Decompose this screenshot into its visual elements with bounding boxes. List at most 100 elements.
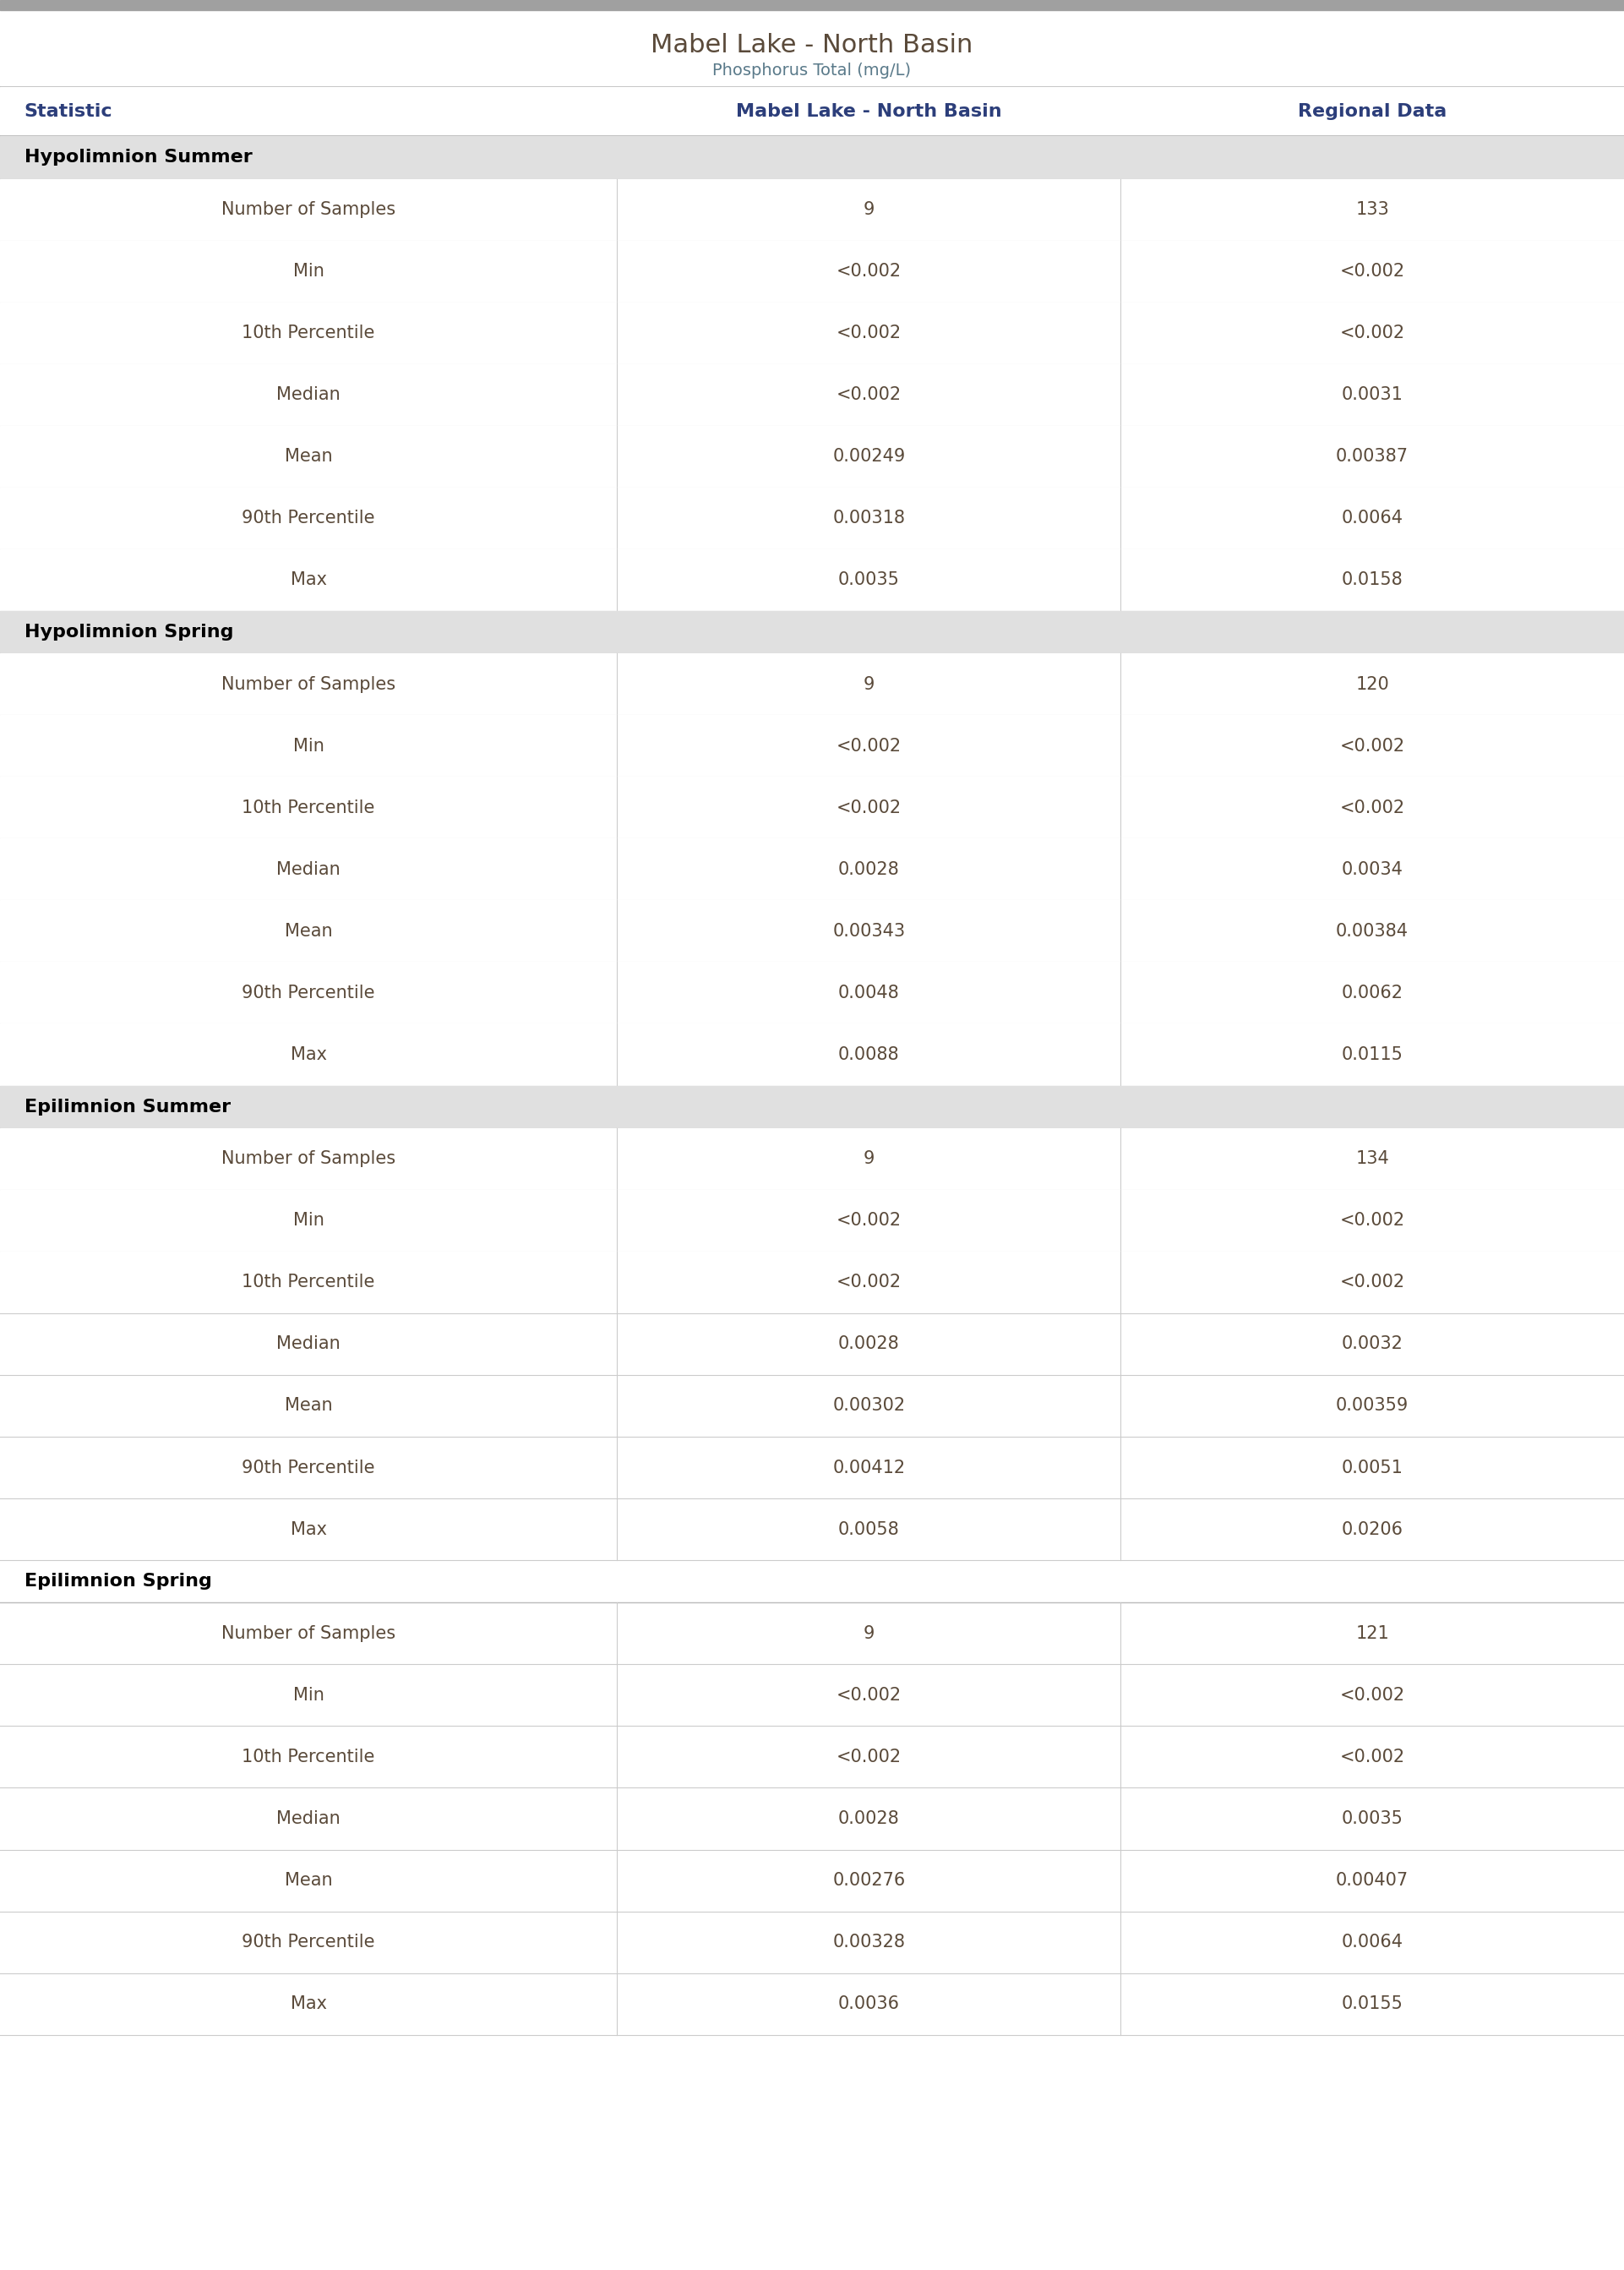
Bar: [0, 838, 1624, 901]
Text: <0.002: <0.002: [836, 1212, 901, 1228]
Text: <0.002: <0.002: [1340, 1748, 1405, 1766]
Bar: [0, 611, 1624, 654]
Text: Mabel Lake - North Basin: Mabel Lake - North Basin: [651, 32, 973, 57]
Bar: [0, 1664, 1624, 1725]
Text: 133: 133: [1356, 202, 1389, 218]
Text: 0.0032: 0.0032: [1341, 1335, 1403, 1353]
Text: 9: 9: [864, 1151, 874, 1167]
Text: 0.00343: 0.00343: [833, 924, 905, 940]
Bar: [0, 89, 1624, 136]
Text: 0.0088: 0.0088: [838, 1046, 900, 1062]
Text: 0.0035: 0.0035: [1341, 1809, 1403, 1827]
Text: Median: Median: [276, 860, 341, 878]
Text: 0.00407: 0.00407: [1337, 1873, 1408, 1889]
Text: Mean: Mean: [284, 1873, 333, 1889]
Text: <0.002: <0.002: [836, 1687, 901, 1705]
Bar: [0, 1437, 1624, 1498]
Text: 134: 134: [1356, 1151, 1389, 1167]
Text: Max: Max: [291, 572, 326, 588]
Text: Max: Max: [291, 1995, 326, 2013]
Text: Regional Data: Regional Data: [1298, 104, 1447, 120]
Bar: [0, 488, 1624, 549]
Text: 0.00328: 0.00328: [833, 1934, 905, 1950]
Bar: [0, 179, 1624, 241]
Text: Number of Samples: Number of Samples: [221, 1625, 396, 1641]
Bar: [0, 427, 1624, 488]
Text: 0.0115: 0.0115: [1341, 1046, 1403, 1062]
Bar: [0, 776, 1624, 838]
Text: 0.0064: 0.0064: [1341, 1934, 1403, 1950]
Text: 0.0028: 0.0028: [838, 860, 900, 878]
Text: Mean: Mean: [284, 1398, 333, 1414]
Text: Mean: Mean: [284, 447, 333, 465]
Text: 0.0062: 0.0062: [1341, 985, 1403, 1001]
Text: <0.002: <0.002: [836, 799, 901, 817]
Text: <0.002: <0.002: [836, 738, 901, 754]
Bar: [0, 549, 1624, 611]
Text: 9: 9: [864, 202, 874, 218]
Text: <0.002: <0.002: [1340, 799, 1405, 817]
Bar: [0, 1973, 1624, 2034]
Bar: [0, 1376, 1624, 1437]
Text: 10th Percentile: 10th Percentile: [242, 1748, 375, 1766]
Text: <0.002: <0.002: [836, 263, 901, 279]
Text: Min: Min: [292, 263, 325, 279]
Text: <0.002: <0.002: [1340, 1687, 1405, 1705]
Bar: [0, 1314, 1624, 1376]
Text: Epilimnion Spring: Epilimnion Spring: [24, 1573, 211, 1589]
Text: 120: 120: [1356, 676, 1389, 692]
Text: 0.0028: 0.0028: [838, 1809, 900, 1827]
Text: Epilimnion Summer: Epilimnion Summer: [24, 1099, 231, 1115]
Text: <0.002: <0.002: [836, 386, 901, 404]
Text: Mean: Mean: [284, 924, 333, 940]
Text: 90th Percentile: 90th Percentile: [242, 985, 375, 1001]
Text: Hypolimnion Spring: Hypolimnion Spring: [24, 624, 234, 640]
Bar: [0, 0, 1624, 11]
Text: Statistic: Statistic: [24, 104, 112, 120]
Text: 9: 9: [864, 1625, 874, 1641]
Text: 90th Percentile: 90th Percentile: [242, 511, 375, 527]
Text: Max: Max: [291, 1046, 326, 1062]
Text: 0.0158: 0.0158: [1341, 572, 1403, 588]
Bar: [0, 1189, 1624, 1251]
Text: 0.0064: 0.0064: [1341, 511, 1403, 527]
Bar: [0, 1251, 1624, 1314]
Text: Max: Max: [291, 1521, 326, 1537]
Text: <0.002: <0.002: [1340, 263, 1405, 279]
Bar: [0, 1559, 1624, 1603]
Bar: [0, 962, 1624, 1024]
Bar: [0, 241, 1624, 302]
Bar: [0, 302, 1624, 363]
Text: Median: Median: [276, 1809, 341, 1827]
Text: Mabel Lake - North Basin: Mabel Lake - North Basin: [736, 104, 1002, 120]
Text: 0.00302: 0.00302: [833, 1398, 905, 1414]
Text: Median: Median: [276, 1335, 341, 1353]
Text: <0.002: <0.002: [1340, 738, 1405, 754]
Text: <0.002: <0.002: [836, 1748, 901, 1766]
Bar: [0, 654, 1624, 715]
Text: 0.0028: 0.0028: [838, 1335, 900, 1353]
Text: 0.00318: 0.00318: [833, 511, 905, 527]
Bar: [0, 1911, 1624, 1973]
Text: Number of Samples: Number of Samples: [221, 1151, 396, 1167]
Text: 0.00384: 0.00384: [1337, 924, 1408, 940]
Text: <0.002: <0.002: [1340, 1212, 1405, 1228]
Text: 90th Percentile: 90th Percentile: [242, 1934, 375, 1950]
Text: <0.002: <0.002: [1340, 1273, 1405, 1292]
Text: Phosphorus Total (mg/L): Phosphorus Total (mg/L): [713, 64, 911, 79]
Bar: [0, 1850, 1624, 1911]
Text: Median: Median: [276, 386, 341, 404]
Bar: [0, 363, 1624, 427]
Text: 0.00359: 0.00359: [1337, 1398, 1408, 1414]
Text: 0.0051: 0.0051: [1341, 1460, 1403, 1476]
Text: 0.00276: 0.00276: [833, 1873, 905, 1889]
Text: 0.0035: 0.0035: [838, 572, 900, 588]
Text: <0.002: <0.002: [836, 1273, 901, 1292]
Text: Number of Samples: Number of Samples: [221, 202, 396, 218]
Bar: [0, 715, 1624, 776]
Text: 0.00249: 0.00249: [833, 447, 905, 465]
Bar: [0, 901, 1624, 962]
Text: 0.0036: 0.0036: [838, 1995, 900, 2013]
Text: 10th Percentile: 10th Percentile: [242, 325, 375, 340]
Text: 0.0031: 0.0031: [1341, 386, 1403, 404]
